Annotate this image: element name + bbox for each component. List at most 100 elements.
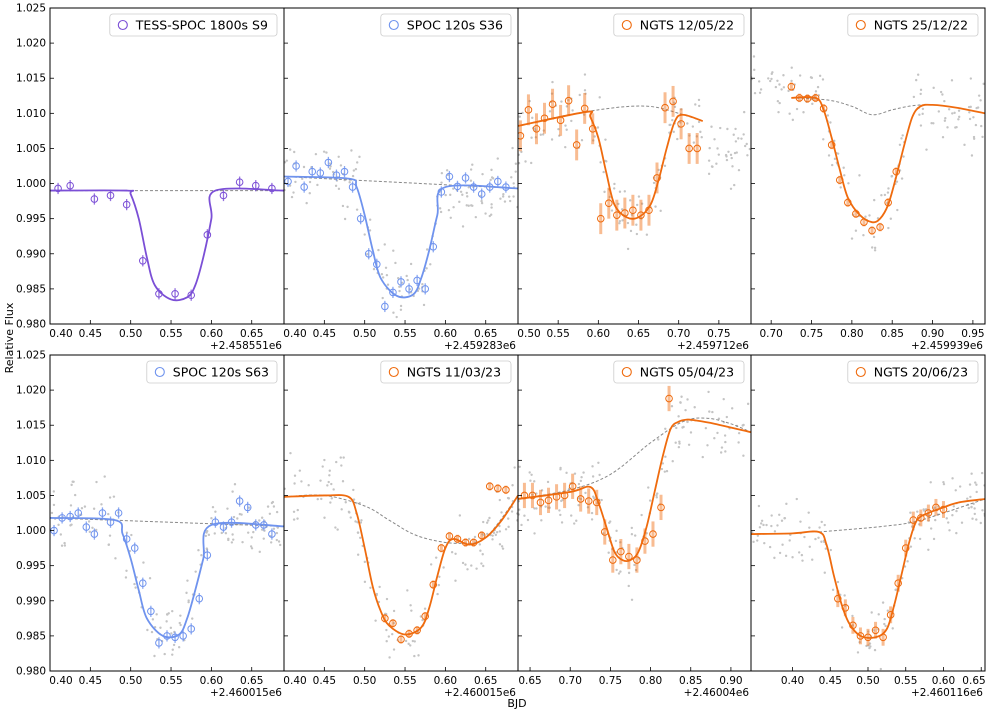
raw-point xyxy=(512,182,515,185)
raw-point xyxy=(895,180,899,183)
raw-point xyxy=(695,135,699,138)
raw-point xyxy=(925,148,928,151)
raw-point xyxy=(231,490,234,493)
x-tick-label: 0.70 xyxy=(667,328,690,340)
raw-point xyxy=(914,78,918,82)
plot-area xyxy=(50,475,284,658)
raw-point xyxy=(973,507,976,510)
raw-point xyxy=(777,110,780,114)
raw-point xyxy=(501,547,505,550)
raw-point xyxy=(534,136,538,139)
raw-point xyxy=(52,503,56,507)
raw-point xyxy=(194,570,197,573)
raw-point xyxy=(72,480,75,483)
raw-point xyxy=(573,472,577,475)
raw-point xyxy=(967,506,970,510)
raw-point xyxy=(762,523,765,527)
legend-label: NGTS 05/04/23 xyxy=(640,365,734,380)
raw-point xyxy=(502,192,505,196)
raw-point xyxy=(847,182,850,185)
raw-point xyxy=(634,568,638,572)
raw-point xyxy=(615,568,618,572)
raw-point xyxy=(339,164,343,167)
raw-point xyxy=(514,162,518,165)
raw-point xyxy=(717,153,720,156)
raw-point xyxy=(452,187,455,190)
binned-point xyxy=(502,486,510,494)
raw-point xyxy=(843,604,847,607)
raw-point xyxy=(771,71,774,74)
raw-point xyxy=(891,627,894,630)
x-tick-label: 0.65 xyxy=(240,675,263,687)
raw-point xyxy=(946,126,949,129)
raw-point xyxy=(551,80,554,84)
raw-point xyxy=(503,200,507,203)
raw-point xyxy=(429,563,433,566)
binned-point xyxy=(122,200,131,209)
raw-point xyxy=(751,531,754,534)
binned-point xyxy=(494,484,502,493)
raw-point xyxy=(558,509,561,512)
raw-point xyxy=(392,311,395,314)
legend-box xyxy=(847,360,979,384)
raw-point xyxy=(599,161,602,164)
raw-point xyxy=(655,494,658,497)
raw-point xyxy=(302,165,306,169)
raw-point xyxy=(788,539,791,542)
raw-point xyxy=(671,460,674,463)
binned-point xyxy=(381,614,389,623)
x-axis: 0.40 0.45 0.50 0.55 0.60 0.65+2.459283e6 xyxy=(283,320,516,352)
x-offset-label: +2.460015e6 xyxy=(210,687,282,699)
raw-point xyxy=(955,509,958,513)
x-tick-label: 0.50 xyxy=(353,328,376,340)
raw-point xyxy=(293,474,297,477)
raw-point xyxy=(873,648,877,652)
raw-point xyxy=(384,612,387,616)
raw-point xyxy=(919,124,923,127)
binned-point xyxy=(90,195,99,203)
raw-point xyxy=(973,512,976,516)
raw-point xyxy=(790,66,793,69)
raw-point xyxy=(214,510,217,513)
raw-point xyxy=(444,193,447,197)
raw-point xyxy=(580,139,584,142)
raw-point xyxy=(339,456,342,459)
raw-point xyxy=(626,247,630,251)
raw-point xyxy=(328,167,332,170)
raw-point xyxy=(630,598,634,601)
binned-point xyxy=(835,176,844,184)
raw-point xyxy=(974,123,978,127)
raw-point xyxy=(826,114,830,117)
raw-point xyxy=(478,543,482,546)
raw-point xyxy=(409,262,413,266)
raw-point xyxy=(972,116,975,119)
transit-model-line xyxy=(791,96,985,224)
raw-point xyxy=(932,537,936,541)
binned-point xyxy=(909,516,918,524)
raw-point xyxy=(886,191,890,194)
raw-point xyxy=(629,229,633,233)
raw-point xyxy=(578,93,581,97)
binned-point xyxy=(834,594,842,603)
binned-point xyxy=(348,183,357,191)
raw-point xyxy=(896,208,899,212)
raw-point xyxy=(824,547,828,550)
raw-point xyxy=(377,248,380,252)
raw-point xyxy=(759,522,763,525)
binned-point xyxy=(596,214,605,223)
x-tick-label: 0.65 xyxy=(474,675,497,687)
raw-point xyxy=(454,579,457,582)
raw-point xyxy=(918,537,922,541)
raw-point xyxy=(619,541,622,544)
raw-point xyxy=(470,564,473,567)
raw-point xyxy=(608,521,611,525)
binned-point xyxy=(138,257,147,265)
raw-point xyxy=(205,547,209,550)
raw-point xyxy=(165,620,168,623)
raw-point xyxy=(52,490,55,493)
raw-point xyxy=(83,505,87,508)
raw-point xyxy=(466,195,469,198)
raw-point xyxy=(951,513,954,517)
raw-point xyxy=(613,182,616,186)
legend-box xyxy=(613,360,745,384)
